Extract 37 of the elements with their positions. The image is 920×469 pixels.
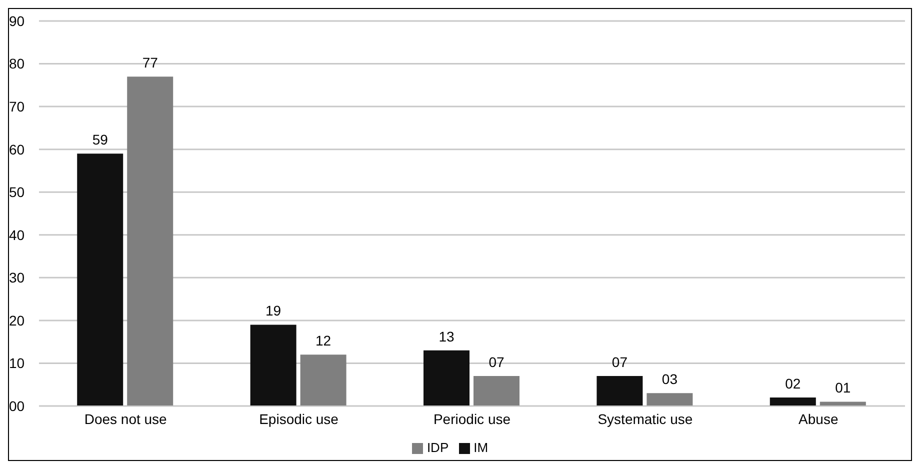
bar: [250, 324, 296, 406]
x-tick-label: Systematic use: [598, 410, 693, 427]
y-tick-label: 10: [9, 355, 25, 372]
bar: [596, 376, 643, 406]
y-tick-label: 60: [9, 141, 25, 158]
data-label: 59: [92, 132, 108, 148]
bar: [474, 376, 520, 406]
data-label: 02: [785, 375, 801, 392]
x-tick-label: Does not use: [84, 410, 168, 427]
data-label: 03: [662, 371, 678, 388]
bar: [300, 354, 346, 406]
y-tick-label: 40: [9, 226, 25, 243]
x-tick-label: Abuse: [798, 410, 838, 427]
y-tick-label: 20: [9, 312, 25, 328]
x-tick-label: Periodic use: [433, 410, 511, 427]
data-label: 07: [612, 354, 628, 370]
bar: [77, 154, 124, 406]
x-tick-label: Episodic use: [259, 410, 339, 427]
y-tick-label: 30: [9, 270, 25, 286]
data-label: 01: [835, 380, 851, 396]
y-tick-label: 90: [9, 12, 25, 29]
y-tick-label: 70: [9, 98, 25, 115]
legend-label: IDP: [426, 440, 449, 455]
y-tick-label: 00: [9, 398, 25, 414]
data-label: 77: [142, 54, 158, 71]
bar: [820, 402, 866, 406]
y-tick-label: 80: [9, 56, 25, 72]
bar: [770, 397, 816, 406]
data-label: 19: [266, 302, 282, 319]
data-label: 07: [488, 354, 504, 370]
data-label: 12: [316, 332, 332, 349]
legend-label: IM: [474, 440, 488, 455]
bar: [424, 350, 470, 406]
bar: [646, 393, 693, 406]
bar: [127, 76, 174, 406]
y-tick-label: 50: [9, 184, 25, 200]
data-label: 13: [438, 328, 454, 344]
